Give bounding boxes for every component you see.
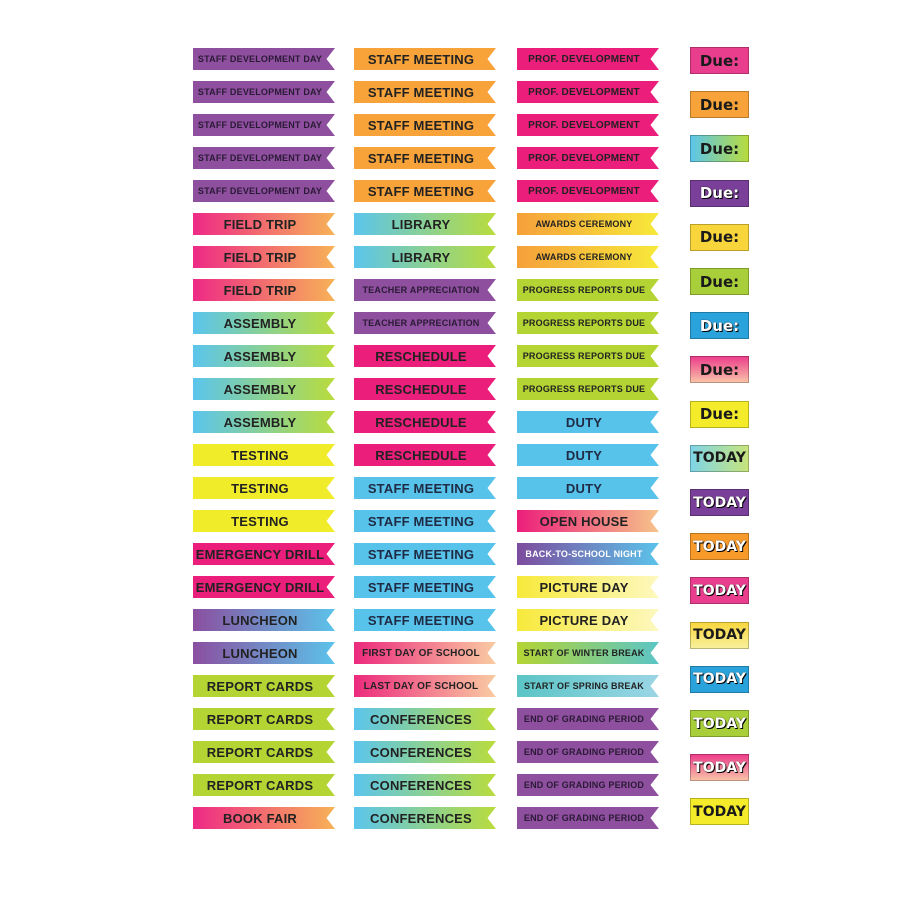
due-tag: Due: [690,179,749,207]
today-tag: TODAY [690,665,749,693]
due-tag: Due: [690,356,749,384]
sticker-label: END OF GRADING PERIOD [517,708,659,730]
sticker-label: DUTY [517,411,659,433]
sticker-label: PROF. DEVELOPMENT [517,81,659,103]
sticker-label: CONFERENCES [354,807,496,829]
today-tag: TODAY [690,533,749,561]
sticker-label: CONFERENCES [354,741,496,763]
sticker-label: STAFF MEETING [354,477,496,499]
sticker-label: PROF. DEVELOPMENT [517,147,659,169]
due-tag: Due: [690,312,749,340]
sticker-label: STAFF DEVELOPMENT DAY [193,114,335,136]
sticker-label: PROF. DEVELOPMENT [517,48,659,70]
sticker-label: DUTY [517,444,659,466]
sticker-label: STAFF MEETING [354,609,496,631]
sticker-label: FIRST DAY OF SCHOOL [354,642,496,664]
sticker-label: ASSEMBLY [193,378,335,400]
sticker-label: TEACHER APPRECIATION [354,312,496,334]
sticker-label: PROGRESS REPORTS DUE [517,312,659,334]
sticker-label: ASSEMBLY [193,345,335,367]
sticker-label: PROGRESS REPORTS DUE [517,378,659,400]
sticker-label: BACK-TO-SCHOOL NIGHT [517,543,659,565]
today-tag: TODAY [690,489,749,516]
sticker-label: STAFF MEETING [354,48,496,70]
today-tag: TODAY [690,798,749,826]
sticker-label: RESCHEDULE [354,345,496,367]
today-tag: TODAY [690,754,749,782]
today-tag: TODAY [690,577,749,605]
sticker-label: LUNCHEON [193,642,335,664]
today-tag: TODAY [690,621,749,649]
sticker-label: REPORT CARDS [193,708,335,730]
due-tag: Due: [690,400,749,428]
sticker-label: BOOK FAIR [193,807,335,829]
sticker-label: LIBRARY [354,213,496,235]
sticker-label: FIELD TRIP [193,246,335,268]
sticker-label: PROGRESS REPORTS DUE [517,345,659,367]
sticker-label: END OF GRADING PERIOD [517,774,659,796]
sticker-label: STAFF DEVELOPMENT DAY [193,147,335,169]
sticker-label: RESCHEDULE [354,378,496,400]
sticker-label: STAFF MEETING [354,543,496,565]
sticker-label: STAFF DEVELOPMENT DAY [193,180,335,202]
sticker-label: STAFF DEVELOPMENT DAY [193,81,335,103]
sticker-label: FIELD TRIP [193,279,335,301]
sticker-label: LUNCHEON [193,609,335,631]
sticker-label: CONFERENCES [354,774,496,796]
sticker-label: END OF GRADING PERIOD [517,807,659,829]
sticker-label: TEACHER APPRECIATION [354,279,496,301]
sticker-label: ASSEMBLY [193,312,335,334]
today-tag: TODAY [690,710,749,737]
sticker-label: FIELD TRIP [193,213,335,235]
sticker-label: CONFERENCES [354,708,496,730]
sticker-label: STAFF MEETING [354,180,496,202]
due-tag: Due: [690,135,749,163]
sticker-label: TESTING [193,510,335,532]
sticker-label: END OF GRADING PERIOD [517,741,659,763]
sticker-label: DUTY [517,477,659,499]
sticker-label: OPEN HOUSE [517,510,659,532]
today-tag: TODAY [690,444,749,472]
sticker-label: RESCHEDULE [354,411,496,433]
sticker-label: START OF WINTER BREAK [517,642,659,664]
due-tag: Due: [690,47,749,74]
sticker-label: TESTING [193,477,335,499]
sticker-label: PICTURE DAY [517,609,659,631]
sticker-label: REPORT CARDS [193,675,335,697]
due-tag: Due: [690,91,749,119]
sticker-label: STAFF DEVELOPMENT DAY [193,48,335,70]
sticker-label: TESTING [193,444,335,466]
sticker-label: PROF. DEVELOPMENT [517,180,659,202]
sticker-label: REPORT CARDS [193,774,335,796]
sticker-label: AWARDS CEREMONY [517,213,659,235]
sticker-label: EMERGENCY DRILL [193,543,335,565]
sticker-label: EMERGENCY DRILL [193,576,335,598]
sticker-label: PICTURE DAY [517,576,659,598]
sticker-label: AWARDS CEREMONY [517,246,659,268]
sticker-label: REPORT CARDS [193,741,335,763]
sticker-label: STAFF MEETING [354,576,496,598]
sticker-label: RESCHEDULE [354,444,496,466]
sticker-label: STAFF MEETING [354,114,496,136]
sticker-label: STAFF MEETING [354,81,496,103]
sticker-label: ASSEMBLY [193,411,335,433]
sticker-label: LIBRARY [354,246,496,268]
sticker-label: PROF. DEVELOPMENT [517,114,659,136]
due-tag: Due: [690,223,749,251]
sticker-label: STAFF MEETING [354,510,496,532]
sticker-label: STAFF MEETING [354,147,496,169]
due-tag: Due: [690,268,749,295]
sticker-label: LAST DAY OF SCHOOL [354,675,496,697]
sticker-label: START OF SPRING BREAK [517,675,659,697]
sticker-label: PROGRESS REPORTS DUE [517,279,659,301]
